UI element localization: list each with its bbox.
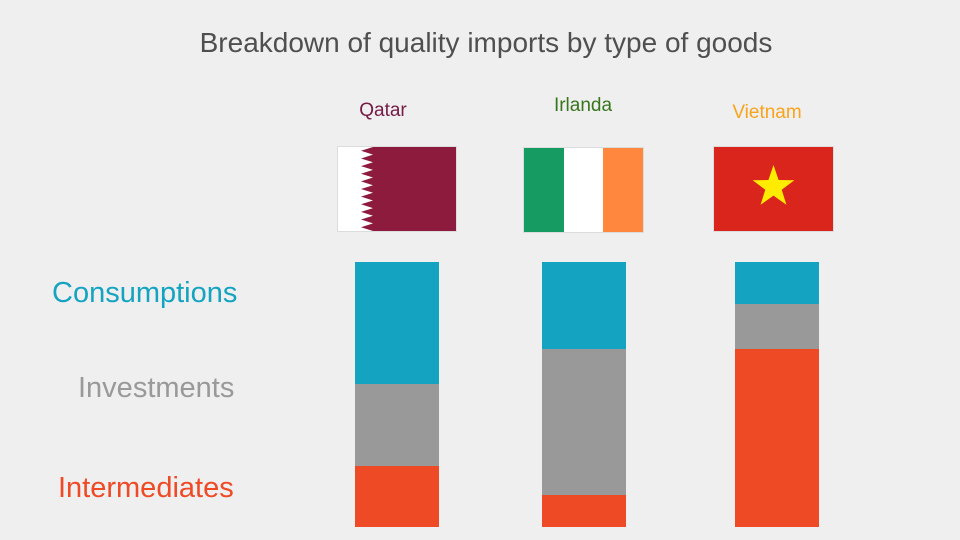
- ireland-flag-icon: [524, 148, 643, 232]
- legend-label-investments: Investments: [78, 372, 235, 404]
- bar-vietnam-intermediates-segment: [735, 349, 819, 527]
- bar-qatar-consumptions-segment: [355, 262, 439, 384]
- bar-qatar-investments-segment: [355, 383, 439, 467]
- stacked-bar-qatar: [355, 262, 439, 527]
- vietnam-flag-icon: [714, 147, 833, 231]
- ireland-flag-orange-band: [603, 148, 643, 232]
- legend-label-consumptions: Consumptions: [52, 277, 238, 309]
- stacked-bar-irlanda: [542, 262, 626, 527]
- qatar-flag-icon: [338, 147, 456, 231]
- bar-irlanda-intermediates-segment: [542, 495, 626, 527]
- page-title: Breakdown of quality imports by type of …: [199, 27, 773, 58]
- column-header-qatar: Qatar: [359, 100, 407, 121]
- ireland-flag-green-band: [524, 148, 564, 232]
- bar-qatar-intermediates-segment: [355, 466, 439, 527]
- legend-label-intermediates: Intermediates: [58, 472, 234, 504]
- column-header-vietnam: Vietnam: [732, 102, 802, 123]
- ireland-flag-white-band: [564, 148, 603, 232]
- bar-vietnam-investments-segment: [735, 304, 819, 350]
- bar-irlanda-consumptions-segment: [542, 262, 626, 350]
- bar-irlanda-investments-segment: [542, 349, 626, 496]
- stacked-bar-vietnam: [735, 262, 819, 527]
- qatar-flag-serrated-maroon-band: [361, 147, 456, 231]
- column-header-irlanda: Irlanda: [553, 95, 613, 116]
- bar-vietnam-consumptions-segment: [735, 262, 819, 305]
- vietnam-flag-star-icon: [752, 165, 795, 205]
